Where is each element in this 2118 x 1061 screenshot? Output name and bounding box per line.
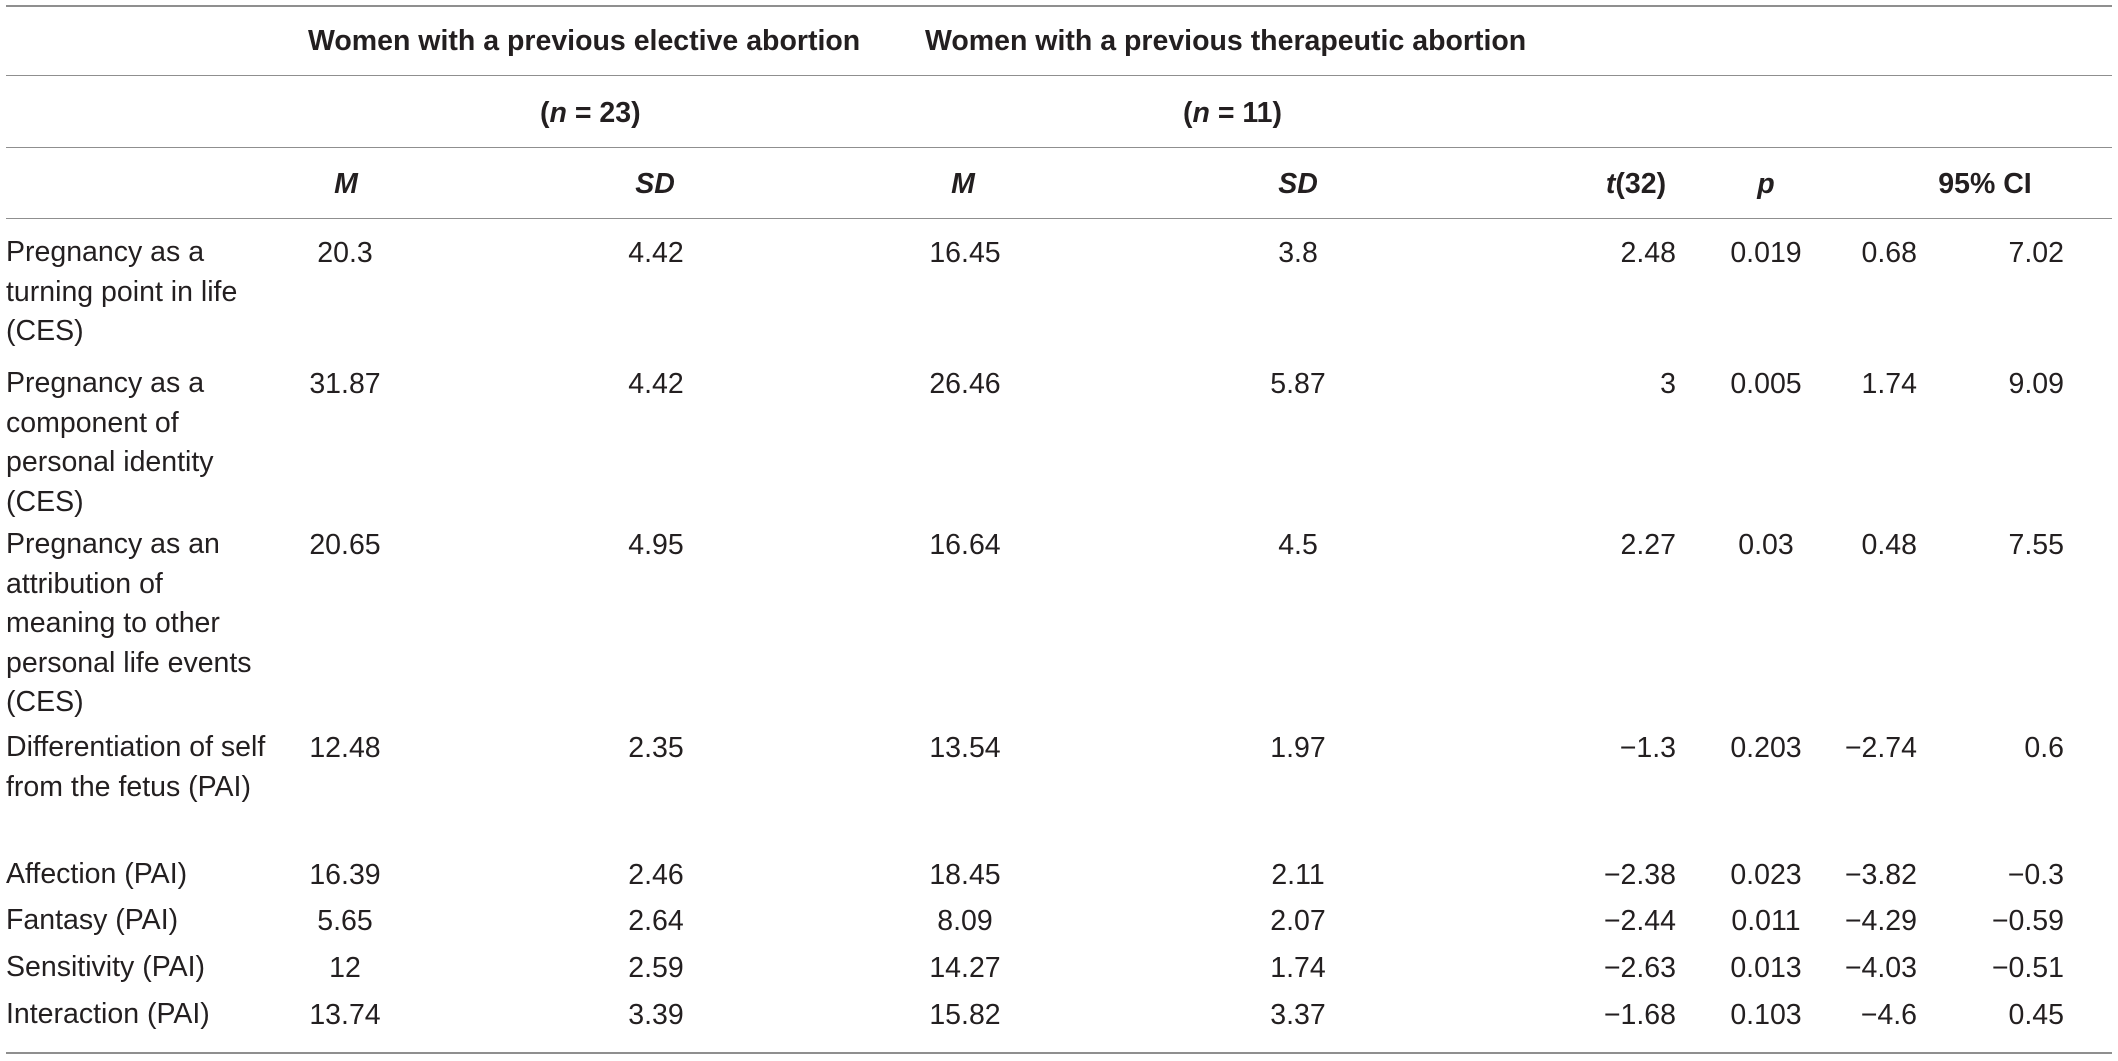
group-elective-n: (n = 23) (540, 97, 641, 129)
t-value-cell: 2.27 (1620, 529, 1676, 561)
header-rule-2 (6, 147, 2112, 148)
row-label: Interaction (PAI) (6, 998, 210, 1030)
mean-elective-cell: 20.65 (309, 529, 381, 561)
mean-elective-cell: 12.48 (309, 732, 381, 764)
mean-elective-cell: 5.65 (317, 905, 373, 937)
p-value-cell: 0.03 (1738, 529, 1794, 561)
ci-upper-cell: 9.09 (2008, 368, 2064, 400)
p-value-cell: 0.023 (1730, 859, 1802, 891)
sd-therapeutic-cell: 3.8 (1278, 237, 1318, 269)
ci-upper-cell: −0.3 (2007, 859, 2064, 891)
p-value-cell: 0.019 (1730, 237, 1802, 269)
mean-therapeutic-cell: 18.45 (929, 859, 1001, 891)
sd-therapeutic-cell: 2.07 (1270, 905, 1326, 937)
sd-therapeutic-cell: 4.5 (1278, 529, 1318, 561)
n-value: = 23 (566, 97, 632, 129)
row-label: Sensitivity (PAI) (6, 951, 206, 983)
mean-therapeutic-cell: 15.82 (929, 999, 1001, 1031)
t-value-cell: −2.38 (1603, 859, 1676, 891)
ci-upper-cell: 7.55 (2008, 529, 2064, 561)
col-header-p: p (1757, 168, 1775, 200)
sd-elective-cell: 3.39 (628, 999, 684, 1031)
t-symbol: t (1605, 168, 1616, 200)
p-value-cell: 0.005 (1730, 368, 1802, 400)
t-value-cell: 3 (1660, 368, 1676, 400)
ci-upper-cell: 7.02 (2008, 237, 2064, 269)
mean-elective-cell: 20.3 (317, 237, 373, 269)
ci-lower-cell: −4.03 (1844, 952, 1917, 984)
mean-therapeutic-cell: 8.09 (937, 905, 993, 937)
ci-lower-cell: 0.68 (1861, 237, 1917, 269)
sd-therapeutic-cell: 2.11 (1271, 859, 1325, 891)
col-header-t: t(32) (1606, 164, 1666, 204)
ci-lower-cell: −4.29 (1844, 905, 1917, 937)
sd-elective-cell: 4.42 (628, 368, 684, 400)
sd-elective-cell: 2.64 (628, 905, 684, 937)
header-rule-3 (6, 218, 2112, 219)
table-top-rule (6, 5, 2112, 7)
p-value-cell: 0.011 (1731, 905, 1801, 937)
col-header-m-therapeutic: M (951, 168, 975, 200)
table-bottom-rule (6, 1052, 2112, 1054)
sd-elective-cell: 4.95 (628, 529, 684, 561)
sd-elective-cell: 2.35 (628, 732, 684, 764)
col-header-m-elective: M (334, 168, 358, 200)
ci-upper-cell: −0.59 (1991, 905, 2064, 937)
t-value-cell: 2.48 (1620, 237, 1676, 269)
mean-elective-cell: 13.74 (309, 999, 381, 1031)
ci-upper-cell: 0.6 (2024, 732, 2064, 764)
p-value-cell: 0.013 (1730, 952, 1802, 984)
ci-upper-cell: 0.45 (2008, 999, 2064, 1031)
mean-elective-cell: 31.87 (309, 368, 381, 400)
p-value-cell: 0.203 (1730, 732, 1802, 764)
mean-therapeutic-cell: 13.54 (929, 732, 1001, 764)
row-label: Affection (PAI) (6, 858, 188, 890)
t-df: (32) (1615, 168, 1667, 200)
sd-therapeutic-cell: 1.74 (1270, 952, 1326, 984)
sd-therapeutic-cell: 5.87 (1270, 368, 1326, 400)
t-value-cell: −2.63 (1603, 952, 1676, 984)
n-value: = 11 (1209, 97, 1273, 129)
t-value-cell: −2.44 (1603, 905, 1676, 937)
group-therapeutic-n: (n = 11) (1183, 97, 1283, 129)
row-label: Fantasy (PAI) (6, 904, 179, 936)
mean-elective-cell: 12 (329, 952, 361, 984)
t-value-cell: −1.68 (1603, 999, 1676, 1031)
row-label: Differentiation of self from the fetus (… (6, 731, 266, 803)
ci-lower-cell: 0.48 (1861, 529, 1917, 561)
col-header-sd-therapeutic: SD (1278, 168, 1318, 200)
row-label: Pregnancy as an attribution of meaning t… (6, 528, 252, 718)
sd-elective-cell: 4.42 (628, 237, 684, 269)
n-symbol: n (1192, 97, 1210, 129)
mean-therapeutic-cell: 16.64 (929, 529, 1001, 561)
ci-lower-cell: −3.82 (1844, 859, 1917, 891)
ci-lower-cell: −2.74 (1844, 732, 1917, 764)
col-header-ci: 95% CI (1938, 168, 2032, 200)
n-symbol: n (549, 97, 567, 129)
sd-therapeutic-cell: 3.37 (1270, 999, 1326, 1031)
t-value-cell: −1.3 (1619, 732, 1676, 764)
group-elective-title: Women with a previous elective abortion (308, 25, 861, 57)
group-therapeutic-title: Women with a previous therapeutic aborti… (925, 25, 1527, 57)
ci-upper-cell: −0.51 (1991, 952, 2064, 984)
p-value-cell: 0.103 (1730, 999, 1802, 1031)
row-label: Pregnancy as a component of personal ide… (6, 367, 214, 518)
mean-therapeutic-cell: 26.46 (929, 368, 1001, 400)
ci-lower-cell: 1.74 (1861, 368, 1917, 400)
header-rule-1 (6, 75, 2112, 76)
row-label: Pregnancy as a turning point in life (CE… (6, 236, 238, 347)
mean-elective-cell: 16.39 (309, 859, 381, 891)
sd-elective-cell: 2.59 (628, 952, 684, 984)
ci-lower-cell: −4.6 (1860, 999, 1917, 1031)
sd-elective-cell: 2.46 (628, 859, 684, 891)
mean-therapeutic-cell: 14.27 (929, 952, 1001, 984)
mean-therapeutic-cell: 16.45 (929, 237, 1001, 269)
col-header-sd-elective: SD (635, 168, 675, 200)
sd-therapeutic-cell: 1.97 (1270, 732, 1326, 764)
